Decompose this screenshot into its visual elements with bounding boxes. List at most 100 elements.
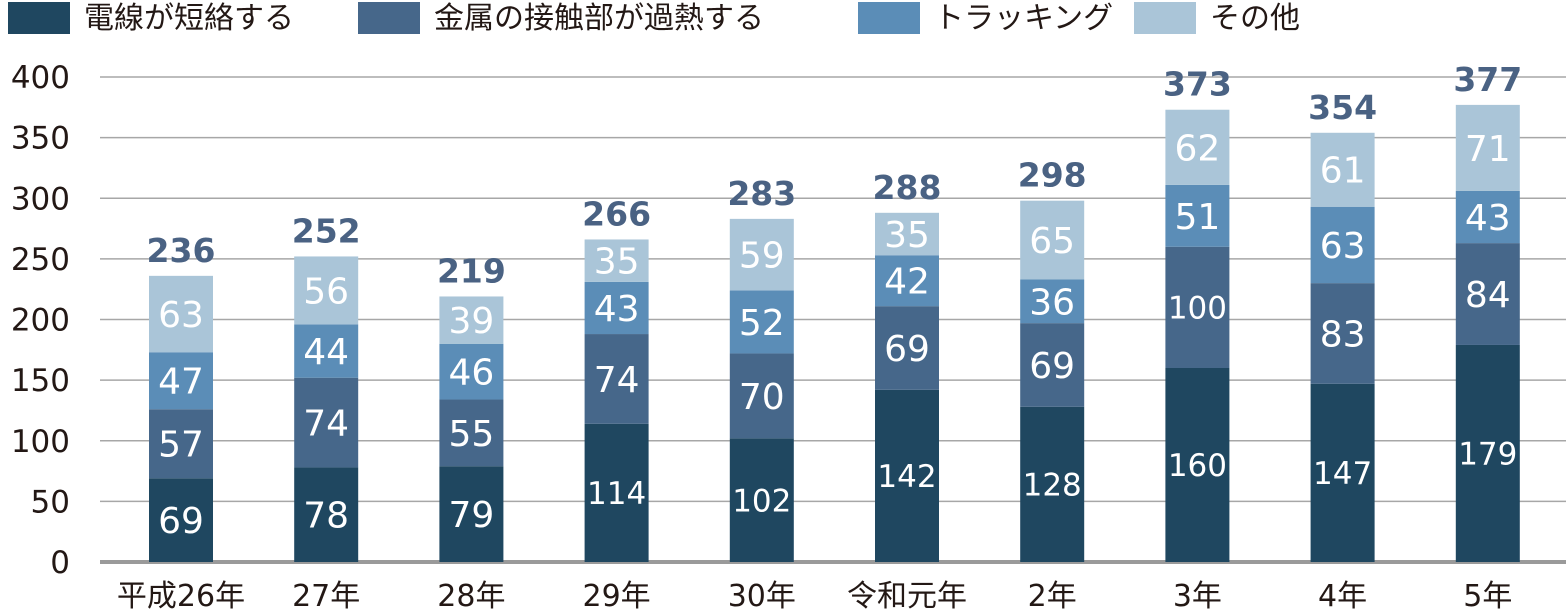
- x-tick-label-9: 4年: [1318, 579, 1367, 614]
- total-label-8: 373: [1163, 65, 1232, 104]
- data-label-8-2: 100: [1168, 291, 1227, 327]
- bar-segment-5-4: [729, 218, 794, 291]
- legend-swatch-4: [1134, 2, 1196, 34]
- total-label-4: 266: [582, 194, 651, 233]
- legend-swatch-3: [858, 2, 920, 34]
- bar-segment-9-2: [1310, 283, 1375, 384]
- bar-segment-4-4: [584, 239, 649, 282]
- bar-segment-8-4: [1165, 109, 1230, 185]
- bar-segment-7-2: [1020, 323, 1085, 407]
- bar-segment-10-3: [1455, 190, 1520, 244]
- data-label-6-1: 142: [877, 459, 936, 495]
- bar-segment-9-1: [1310, 383, 1375, 562]
- bar-segment-10-1: [1455, 344, 1520, 562]
- bar-segment-3-2: [439, 399, 504, 467]
- legend: 電線が短絡する 金属の接触部が過熱する トラッキング その他: [8, 1, 1300, 36]
- total-label-3: 219: [437, 251, 506, 290]
- bars: 69 57 47 63 236 78 74 44 56 252 79 55 46 39 219 114 74 43…: [147, 60, 1522, 562]
- data-label-10-4: 71: [1465, 129, 1511, 170]
- total-label-9: 354: [1308, 88, 1377, 127]
- y-tick-label-250: 250: [11, 242, 70, 278]
- data-label-5-3: 52: [739, 303, 785, 344]
- y-axis: 0 50 100 150 200 250 300 350 400: [11, 60, 70, 581]
- data-label-9-2: 83: [1320, 314, 1366, 355]
- data-label-4-4: 35: [594, 242, 640, 283]
- data-label-4-3: 43: [594, 289, 640, 330]
- y-tick-label-350: 350: [11, 121, 70, 157]
- y-tick-label-200: 200: [11, 303, 70, 339]
- bar-segment-3-1: [439, 466, 504, 562]
- data-label-8-3: 51: [1174, 197, 1220, 238]
- bar-segment-7-1: [1020, 406, 1085, 562]
- data-label-8-1: 160: [1168, 448, 1227, 484]
- y-tick-label-100: 100: [11, 424, 70, 460]
- data-label-1-4: 63: [158, 295, 204, 336]
- x-tick-label-7: 2年: [1028, 579, 1077, 614]
- bar-segment-8-3: [1165, 184, 1230, 247]
- bar-segment-10-2: [1455, 243, 1520, 345]
- legend-label-1: 電線が短絡する: [84, 1, 294, 36]
- data-label-2-1: 78: [303, 496, 349, 537]
- bar-segment-1-2: [149, 409, 213, 479]
- data-label-9-4: 61: [1320, 151, 1366, 192]
- total-label-7: 298: [1018, 156, 1087, 195]
- data-label-2-4: 56: [303, 271, 349, 312]
- bar-segment-1-1: [149, 478, 213, 562]
- data-label-10-2: 84: [1465, 275, 1511, 316]
- y-tick-label-0: 0: [50, 545, 70, 581]
- bar-segment-4-2: [584, 334, 649, 424]
- total-label-1: 236: [147, 231, 216, 270]
- data-label-3-2: 55: [448, 414, 494, 455]
- data-label-10-1: 179: [1458, 437, 1517, 473]
- data-label-3-3: 46: [448, 353, 494, 394]
- bar-segment-8-1: [1165, 368, 1230, 562]
- bar-segment-5-1: [729, 438, 794, 562]
- bar-segment-1-4: [149, 275, 213, 353]
- bar-segment-6-3: [875, 255, 939, 307]
- bar-segment-2-1: [294, 467, 359, 562]
- data-label-5-1: 102: [732, 483, 791, 519]
- data-label-1-2: 57: [158, 425, 204, 466]
- total-label-6: 288: [873, 168, 942, 207]
- x-tick-label-8: 3年: [1173, 579, 1222, 614]
- x-tick-label-4: 29年: [583, 579, 651, 614]
- data-label-3-4: 39: [448, 301, 494, 342]
- x-tick-label-6: 令和元年: [847, 579, 967, 614]
- bar-segment-3-3: [439, 343, 504, 400]
- data-label-2-2: 74: [303, 404, 349, 445]
- data-label-9-3: 63: [1320, 226, 1366, 267]
- legend-swatch-2: [358, 2, 420, 34]
- x-tick-label-10: 5年: [1463, 579, 1512, 614]
- legend-label-4: その他: [1210, 1, 1300, 36]
- x-tick-label-3: 28年: [437, 579, 505, 614]
- total-label-10: 377: [1453, 60, 1522, 99]
- y-tick-label-50: 50: [31, 484, 70, 520]
- bar-segment-9-3: [1310, 206, 1375, 284]
- bar-segment-1-3: [149, 352, 213, 410]
- bar-segment-3-4: [439, 296, 504, 344]
- data-label-6-3: 42: [884, 262, 930, 303]
- data-label-1-3: 47: [158, 362, 204, 403]
- data-label-7-2: 69: [1029, 346, 1075, 387]
- data-label-10-3: 43: [1465, 198, 1511, 239]
- data-label-7-3: 36: [1029, 282, 1075, 323]
- data-label-7-4: 65: [1029, 221, 1075, 262]
- data-label-9-1: 147: [1313, 456, 1372, 492]
- data-label-4-2: 74: [594, 360, 640, 401]
- legend-swatch-1: [8, 2, 70, 34]
- data-label-2-3: 44: [303, 332, 349, 373]
- data-label-6-4: 35: [884, 215, 930, 256]
- data-label-1-1: 69: [158, 501, 204, 542]
- bar-segment-2-4: [294, 256, 359, 325]
- y-tick-label-300: 300: [11, 181, 70, 217]
- bar-segment-10-4: [1455, 104, 1520, 191]
- bar-segment-4-1: [584, 423, 649, 562]
- legend-label-3: トラッキング: [934, 1, 1113, 36]
- bar-segment-5-3: [729, 290, 794, 354]
- data-label-7-1: 128: [1023, 468, 1082, 504]
- bar-segment-2-2: [294, 377, 359, 468]
- data-label-4-1: 114: [587, 476, 646, 512]
- bar-segment-7-4: [1020, 200, 1085, 280]
- data-label-5-2: 70: [739, 377, 785, 418]
